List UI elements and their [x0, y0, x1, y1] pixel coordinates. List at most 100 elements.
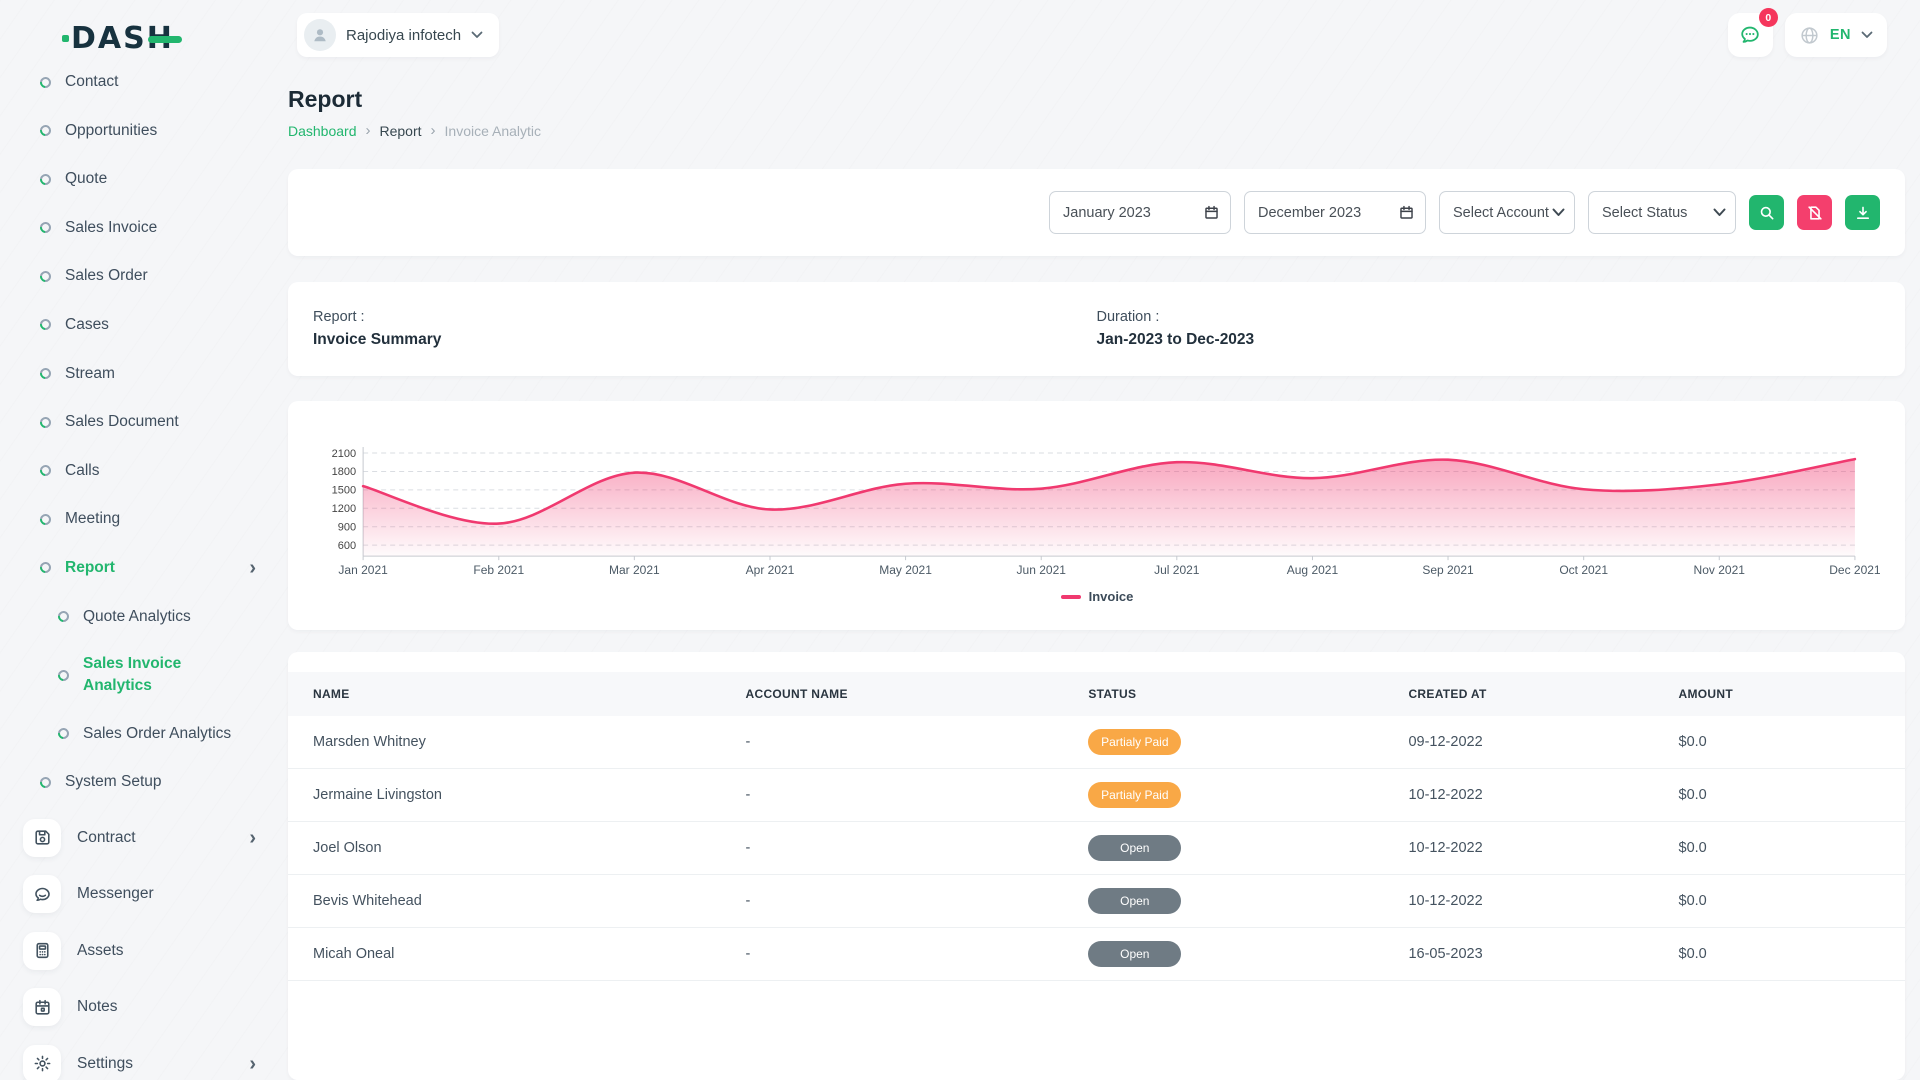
svg-text:Jan 2021: Jan 2021	[338, 563, 388, 577]
filter-bar: Select Account Select Status	[288, 169, 1905, 256]
start-date-field	[1049, 191, 1231, 234]
calculator-icon	[23, 931, 61, 970]
calendar-icon	[1205, 205, 1218, 219]
svg-text:1800: 1800	[332, 466, 356, 478]
notification-badge: 0	[1758, 8, 1778, 27]
chevron-right-icon: ›	[249, 556, 256, 579]
app-logo[interactable]: DASH	[62, 16, 288, 60]
sidebar-item-label: Quote Analytics	[83, 607, 191, 625]
legend-marker-icon	[1060, 594, 1081, 599]
sidebar-item-label: Stream	[65, 364, 115, 382]
svg-text:Aug 2021: Aug 2021	[1287, 563, 1339, 577]
status-badge: Open	[1088, 888, 1182, 915]
svg-text:Dec 2021: Dec 2021	[1829, 563, 1881, 577]
sidebar-item-label: Sales Invoice	[65, 218, 158, 236]
save-icon	[23, 818, 61, 857]
legend-label: Invoice	[1088, 589, 1134, 605]
sidebar-item-meeting[interactable]: Meeting	[0, 507, 288, 531]
sidebar-item-quote-analytics[interactable]: Quote Analytics	[0, 605, 288, 629]
cell-account-name: -	[737, 716, 1081, 770]
sidebar-item-system-setup[interactable]: System Setup	[0, 770, 288, 794]
download-icon	[1856, 206, 1869, 219]
page-header: Report Dashboard › Report › Invoice Analytic	[288, 60, 1905, 139]
sidebar-item-label: Calls	[65, 461, 100, 479]
search-button[interactable]	[1749, 195, 1784, 230]
cell-created-at: 09-12-2022	[1400, 716, 1671, 770]
breadcrumb-item-dashboard[interactable]: Dashboard	[288, 122, 357, 139]
account-select[interactable]: Select Account	[1439, 191, 1575, 234]
sidebar-item-settings[interactable]: Settings ›	[0, 1044, 288, 1080]
cell-status: Partialy Paid	[1080, 768, 1401, 823]
bullet-ring-icon	[37, 220, 54, 236]
sidebar: DASH Contact Opportunities Quote Sales Invo…	[0, 0, 288, 1080]
duration-summary: Duration : Jan-2023 to Dec-2023	[1097, 309, 1881, 349]
sidebar-item-cases[interactable]: Cases	[0, 313, 288, 337]
start-date-input[interactable]	[1049, 191, 1231, 234]
sidebar-item-contract[interactable]: Contract ›	[0, 818, 288, 857]
sidebar-item-quote[interactable]: Quote	[0, 167, 288, 191]
bullet-ring-icon	[37, 365, 54, 382]
download-button[interactable]	[1845, 195, 1880, 230]
cell-name: Marsden Whitney	[288, 716, 738, 770]
cell-amount: $0.0	[1670, 768, 1905, 823]
duration-label: Duration :	[1096, 309, 1160, 325]
report-summary: Report : Invoice Summary	[313, 309, 1097, 349]
bullet-ring-icon	[37, 317, 54, 333]
end-date-field	[1244, 191, 1426, 234]
sidebar-item-label: Settings	[77, 1054, 134, 1072]
messages-button[interactable]: 0	[1727, 8, 1778, 57]
bullet-ring-icon	[37, 774, 54, 791]
sidebar-nav: Contact Opportunities Quote Sales Invoice Sa…	[0, 70, 288, 1080]
main-content: Rajodiya infotech 0 EN	[288, 0, 1920, 1080]
sidebar-item-stream[interactable]: Stream	[0, 362, 288, 386]
sidebar-item-notes[interactable]: Notes	[0, 988, 288, 1027]
sidebar-item-label: System Setup	[65, 773, 162, 791]
sidebar-item-messenger[interactable]: Messenger	[0, 875, 288, 914]
sidebar-item-sales-order[interactable]: Sales Order	[0, 264, 288, 288]
sidebar-item-label: Sales Order	[65, 267, 148, 285]
cell-name: Bevis Whitehead	[288, 874, 738, 929]
svg-text:Jul 2021: Jul 2021	[1154, 563, 1200, 577]
clear-filter-button[interactable]	[1797, 195, 1832, 230]
sidebar-item-opportunities[interactable]: Opportunities	[0, 119, 288, 143]
bullet-ring-icon	[37, 463, 54, 479]
end-date-input[interactable]	[1244, 191, 1426, 234]
sidebar-item-label: Quote	[65, 170, 108, 188]
sidebar-item-sales-invoice[interactable]: Sales Invoice	[0, 216, 288, 240]
report-label: Report :	[313, 309, 365, 325]
status-badge: Open	[1088, 941, 1182, 968]
chart-legend[interactable]: Invoice	[313, 589, 1881, 604]
status-select[interactable]: Select Status	[1588, 191, 1736, 234]
breadcrumb: Dashboard › Report › Invoice Analytic	[288, 122, 1905, 139]
svg-text:900: 900	[338, 522, 356, 534]
sidebar-item-label: Report	[65, 558, 115, 576]
sidebar-item-assets[interactable]: Assets	[0, 931, 288, 970]
sidebar-item-label: Contract	[77, 828, 136, 846]
cell-name: Micah Oneal	[288, 927, 738, 982]
topbar-actions: 0 EN	[1727, 8, 1887, 57]
invoice-chart-card: 600 900 1200 1500 1800 2100 Jan 2021 Feb 2021 Ma…	[288, 401, 1905, 631]
logo-accent-bar	[147, 35, 182, 43]
company-selector[interactable]: Rajodiya infotech	[297, 13, 500, 57]
chevron-down-icon	[1861, 31, 1873, 38]
calendar-icon	[23, 988, 61, 1027]
sidebar-item-contact[interactable]: Contact	[0, 70, 288, 94]
language-selector[interactable]: EN	[1784, 13, 1887, 57]
cell-amount: $0.0	[1670, 716, 1905, 770]
breadcrumb-separator: ›	[365, 122, 371, 139]
sidebar-item-report[interactable]: Report ›	[0, 556, 288, 580]
sidebar-item-sales-order-analytics[interactable]: Sales Order Analytics	[0, 722, 288, 746]
company-avatar	[304, 19, 336, 51]
language-code: EN	[1829, 27, 1851, 43]
sidebar-item-sales-document[interactable]: Sales Document	[0, 410, 288, 434]
column-header-created-at: CREATED AT	[1400, 672, 1671, 717]
sidebar-item-sales-invoice-analytics[interactable]: Sales Invoice Analytics	[0, 653, 288, 697]
column-header-account-name: ACCOUNT NAME	[737, 672, 1081, 717]
status-badge: Partialy Paid	[1088, 782, 1182, 809]
cell-status: Open	[1080, 874, 1401, 929]
svg-text:Jun 2021: Jun 2021	[1017, 563, 1067, 577]
cell-created-at: 10-12-2022	[1400, 874, 1671, 929]
cell-status: Open	[1080, 927, 1401, 982]
svg-text:1500: 1500	[332, 485, 356, 497]
sidebar-item-calls[interactable]: Calls	[0, 459, 288, 483]
